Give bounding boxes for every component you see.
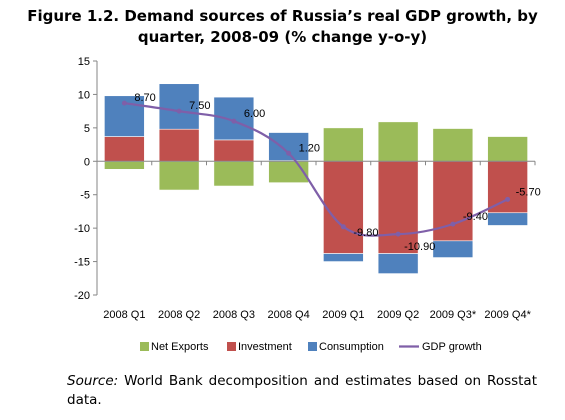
- bar-consumption: [432, 240, 474, 258]
- bar-investment: [323, 160, 364, 254]
- bar-consumption: [487, 212, 528, 226]
- gdp-data-label: 8.70: [134, 92, 155, 104]
- gdp-data-label: -9.40: [463, 211, 488, 223]
- y-tick-label: 0: [84, 156, 90, 168]
- x-tick-label: 2009 Q3*: [430, 309, 477, 321]
- bar-consumption: [158, 83, 200, 130]
- legend-label: GDP growth: [422, 341, 482, 353]
- bar-consumption: [268, 132, 309, 161]
- y-tick-label: 15: [78, 56, 90, 68]
- chart-title-line2: quarter, 2008-09 (% change y-o-y): [137, 28, 428, 46]
- gdp-growth-line: [124, 102, 509, 237]
- source-note: Source: World Bank decomposition and est…: [67, 372, 537, 410]
- bar-investment: [158, 128, 200, 162]
- legend-label: Consumption: [319, 341, 384, 353]
- gdp-data-label: -9.80: [353, 227, 378, 239]
- y-tick-label: -10: [74, 223, 90, 235]
- bar-net-exports: [323, 127, 364, 162]
- bar-consumption: [104, 95, 145, 137]
- bar-consumption: [323, 253, 364, 262]
- y-tick-label: 10: [78, 89, 90, 101]
- x-tick-label: 2008 Q2: [158, 309, 200, 321]
- bar-net-exports: [213, 160, 255, 187]
- gdp-growth-point: [121, 100, 127, 106]
- x-tick-label: 2009 Q1: [322, 309, 364, 321]
- gdp-data-label: 6.00: [244, 108, 265, 120]
- bar-net-exports: [377, 121, 419, 162]
- gdp-growth-point: [395, 231, 401, 237]
- gdp-data-label: -10.90: [404, 241, 435, 253]
- bar-net-exports: [158, 160, 200, 191]
- bar-investment: [213, 139, 255, 162]
- legend-swatch-consumption: [308, 342, 317, 351]
- bar-investment: [377, 160, 419, 254]
- bar-net-exports: [487, 136, 528, 162]
- bar-investment: [487, 160, 528, 214]
- gdp-growth-point: [505, 196, 511, 202]
- legend-swatch-investment: [227, 342, 236, 351]
- chart-title-line1: Figure 1.2. Demand sources of Russia’s r…: [27, 7, 538, 25]
- bar-net-exports: [104, 160, 145, 170]
- y-tick-label: 5: [84, 123, 90, 135]
- bar-net-exports: [432, 128, 474, 162]
- gdp-growth-point: [340, 224, 346, 230]
- legend-swatch-net-exports: [140, 342, 149, 351]
- gdp-growth-point: [176, 108, 182, 114]
- gdp-data-label: 7.50: [189, 100, 210, 112]
- source-label: Source:: [67, 373, 119, 389]
- y-tick-label: -5: [80, 190, 90, 202]
- gdp-growth-point: [450, 221, 456, 227]
- x-tick-label: 2008 Q4: [268, 309, 310, 321]
- x-tick-label: 2009 Q2: [377, 309, 419, 321]
- bar-consumption: [377, 253, 419, 274]
- legend-label: Net Exports: [151, 341, 209, 353]
- x-tick-label: 2008 Q3: [213, 309, 255, 321]
- source-text: World Bank decomposition and estimates b…: [67, 373, 537, 408]
- y-tick-label: -15: [74, 257, 90, 269]
- gdp-growth-point: [286, 150, 292, 156]
- legend-label: Investment: [238, 341, 292, 353]
- bar-investment: [104, 136, 145, 162]
- gdp-data-label: 1.20: [299, 142, 320, 154]
- x-tick-label: 2009 Q4*: [484, 309, 531, 321]
- x-tick-label: 2008 Q1: [103, 309, 145, 321]
- bar-consumption: [213, 96, 255, 141]
- gdp-data-label: -5.70: [516, 186, 541, 198]
- chart-title: Figure 1.2. Demand sources of Russia’s r…: [0, 6, 565, 48]
- y-tick-label: -20: [74, 290, 90, 302]
- gdp-growth-point: [231, 118, 237, 124]
